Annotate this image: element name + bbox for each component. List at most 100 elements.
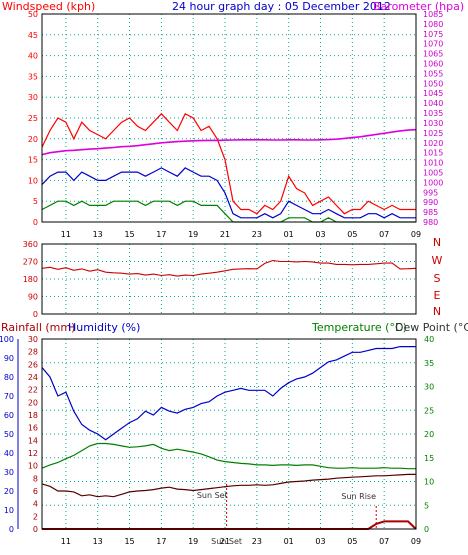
rainfall-tick-26: 26 — [28, 360, 38, 369]
temperature-tick-35: 35 — [424, 359, 434, 368]
temp-x-tick-05: 05 — [347, 537, 357, 546]
rainfall-tick-24: 24 — [28, 373, 38, 382]
compass-label-n: N — [433, 236, 441, 249]
rainfall-tick-14: 14 — [28, 436, 38, 445]
series-line-dew-point — [41, 473, 416, 498]
barometer-tick-1085: 1085 — [423, 10, 443, 19]
wind-x-tick-21: 21 — [220, 230, 230, 239]
barometer-tick-1025: 1025 — [423, 129, 443, 138]
wind-panel: Windspeed (kph) 24 hour graph day : 05 D… — [2, 0, 464, 239]
temp-x-tick-09: 09 — [411, 537, 421, 546]
barometer-tick-990: 990 — [423, 198, 438, 207]
windspeed-tick-25: 25 — [28, 114, 38, 123]
wind-x-tick-09: 09 — [411, 230, 421, 239]
barometer-tick-1070: 1070 — [423, 40, 443, 49]
wind-x-tick-13: 13 — [93, 230, 103, 239]
temp-x-tick-17: 17 — [156, 537, 166, 546]
temperature-tick-labels: 40 35 30 25 20 15 10 5 0 — [424, 335, 434, 534]
barometer-tick-980: 980 — [423, 218, 438, 227]
direction-panel-grid — [42, 243, 417, 315]
windspeed-tick-20: 20 — [28, 135, 38, 144]
direction-tick-90: 90 — [28, 293, 38, 302]
windspeed-tick-5: 5 — [33, 197, 38, 206]
rainfall-tick-12: 12 — [28, 449, 38, 458]
humidity-tick-60: 60 — [4, 411, 14, 420]
chart-title: 24 hour graph day : 05 December 2012 — [172, 0, 391, 13]
barometer-tick-1080: 1080 — [423, 20, 443, 29]
wind-x-tick-11: 11 — [61, 230, 71, 239]
temp-x-tick-01: 01 — [284, 537, 294, 546]
windspeed-tick-40: 40 — [28, 52, 38, 61]
temp-x-tick-07: 07 — [379, 537, 389, 546]
wind-x-tick-05: 05 — [347, 230, 357, 239]
temp-x-tick-23: 23 — [252, 537, 262, 546]
wind-x-tick-03: 03 — [315, 230, 325, 239]
rainfall-axis-title: Rainfall (mm) — [1, 321, 75, 334]
barometer-tick-1045: 1045 — [423, 89, 443, 98]
direction-tick-270: 270 — [23, 258, 38, 267]
compass-label-w: W — [432, 254, 443, 267]
temperature-tick-25: 25 — [424, 406, 434, 415]
temperature-tick-15: 15 — [424, 454, 434, 463]
sunset-x-annotation: Sun Set — [211, 537, 242, 546]
temperature-panel-series — [41, 346, 417, 530]
sunset-label: Sun Set — [197, 491, 228, 500]
temp-x-tick-11: 11 — [61, 537, 71, 546]
wind-x-tick-07: 07 — [379, 230, 389, 239]
humidity-axis-title: Humidity (%) — [68, 321, 140, 334]
temperature-tick-0: 0 — [424, 525, 429, 534]
wind-panel-series — [41, 112, 417, 223]
wind-panel-x-tick-labels: 11 13 15 17 19 21 23 01 03 05 07 09 — [61, 230, 421, 239]
humidity-tick-50: 50 — [4, 430, 14, 439]
wind-x-tick-17: 17 — [156, 230, 166, 239]
rainfall-tick-16: 16 — [28, 424, 38, 433]
barometer-tick-995: 995 — [423, 188, 438, 197]
rainfall-tick-20: 20 — [28, 398, 38, 407]
rainfall-tick-18: 18 — [28, 411, 38, 420]
humidity-tick-30: 30 — [4, 468, 14, 477]
barometer-tick-1035: 1035 — [423, 109, 443, 118]
wind-x-tick-23: 23 — [252, 230, 262, 239]
compass-label-s: S — [434, 272, 441, 285]
barometer-tick-labels: 1085108010751070106510601055105010451040… — [423, 10, 443, 227]
temperature-tick-30: 30 — [424, 383, 434, 392]
rainfall-tick-10: 10 — [28, 462, 38, 471]
barometer-tick-1030: 1030 — [423, 119, 443, 128]
compass-label-n: N — [433, 305, 441, 318]
humidity-tick-70: 70 — [4, 392, 14, 401]
series-line-humidity — [41, 346, 416, 441]
rainfall-tick-6: 6 — [33, 487, 38, 496]
barometer-tick-1005: 1005 — [423, 168, 443, 177]
temp-x-tick-21: 21 — [220, 537, 230, 546]
wind-x-tick-19: 19 — [188, 230, 198, 239]
barometer-axis-title: Barometer (hpa) — [373, 0, 464, 13]
wind-x-tick-01: 01 — [284, 230, 294, 239]
rainfall-tick-2: 2 — [33, 512, 38, 521]
rainfall-tick-4: 4 — [33, 500, 38, 509]
barometer-tick-1060: 1060 — [423, 60, 443, 69]
barometer-tick-1020: 1020 — [423, 139, 443, 148]
wind-x-tick-15: 15 — [124, 230, 134, 239]
humidity-tick-80: 80 — [4, 373, 14, 382]
direction-tick-labels: 360 270 180 90 0 — [23, 240, 38, 319]
windspeed-tick-30: 30 — [28, 93, 38, 102]
barometer-tick-1000: 1000 — [423, 178, 443, 187]
series-line-temperature — [41, 442, 416, 470]
windspeed-tick-50: 50 — [28, 10, 38, 19]
temperature-tick-20: 20 — [424, 430, 434, 439]
rainfall-tick-8: 8 — [33, 474, 38, 483]
sunrise-label: Sun Rise — [341, 492, 376, 501]
barometer-tick-985: 985 — [423, 208, 438, 217]
temperature-axis-title: Temperature (°C) — [311, 321, 407, 334]
humidity-tick-20: 20 — [4, 487, 14, 496]
direction-panel-frame — [41, 243, 417, 315]
windspeed-tick-0: 0 — [33, 218, 38, 227]
temp-x-tick-15: 15 — [124, 537, 134, 546]
series-line-gust — [41, 112, 416, 215]
